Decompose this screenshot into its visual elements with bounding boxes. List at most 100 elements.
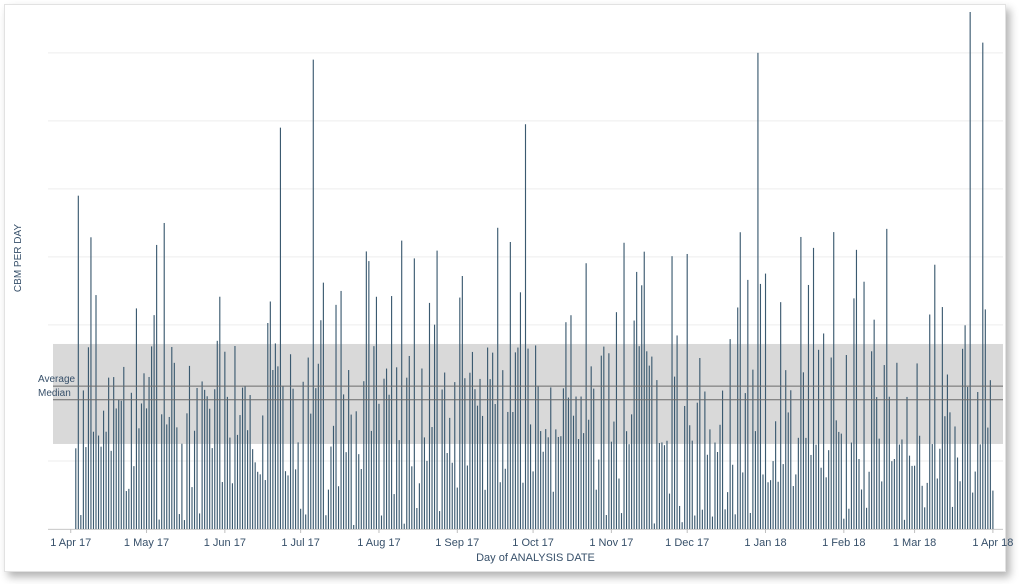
bar [398, 440, 400, 529]
x-tick-label: 1 Apr 17 [50, 537, 91, 549]
bar [82, 390, 84, 529]
bar [461, 276, 463, 529]
bar [580, 396, 582, 529]
bar [148, 376, 150, 529]
bar [734, 514, 736, 529]
median-label: Median [38, 388, 71, 399]
bar [835, 420, 837, 529]
bar [305, 514, 307, 529]
x-tick-label: 1 Jun 17 [204, 537, 246, 549]
bar [77, 195, 79, 529]
bar [593, 388, 595, 529]
bar [828, 450, 830, 529]
bar [565, 322, 567, 529]
bar [428, 302, 431, 529]
bar [709, 429, 711, 529]
bar [456, 487, 458, 529]
bar [416, 508, 418, 529]
bar [805, 437, 807, 529]
bar [135, 308, 137, 529]
bar [588, 419, 590, 529]
bar [802, 372, 804, 529]
bar [921, 485, 923, 529]
bar [454, 382, 456, 529]
bar [423, 437, 426, 529]
bar [421, 368, 423, 529]
bar [307, 357, 309, 529]
bar [901, 439, 903, 529]
bar [80, 515, 82, 529]
bar [646, 351, 648, 529]
bar [348, 370, 350, 529]
bar [974, 471, 976, 529]
bar [939, 448, 941, 529]
bar [343, 394, 345, 529]
bar [292, 388, 294, 529]
bar [517, 347, 519, 529]
bar [103, 410, 105, 529]
bar [418, 483, 420, 529]
bar [570, 315, 572, 529]
bar [277, 366, 279, 529]
bar [289, 354, 292, 529]
bar [876, 397, 878, 529]
bar [555, 429, 557, 529]
bar [312, 59, 314, 530]
bar [772, 461, 774, 529]
bar [744, 393, 746, 529]
bar [297, 442, 299, 529]
bar [620, 513, 623, 529]
bar [777, 481, 779, 529]
bar [378, 403, 380, 529]
bar [388, 394, 390, 529]
bar [567, 397, 570, 529]
bar [979, 444, 981, 529]
bar [881, 481, 883, 529]
bar [668, 493, 671, 529]
bar [868, 471, 870, 529]
bar [360, 469, 362, 529]
bar [201, 381, 203, 529]
bar [502, 370, 504, 529]
bar [951, 506, 954, 529]
bar [484, 489, 486, 529]
bar [439, 511, 441, 529]
bar [807, 284, 810, 529]
bar [145, 408, 148, 529]
bar [696, 402, 698, 529]
bar [193, 430, 196, 529]
bar [494, 404, 496, 529]
bar [471, 351, 474, 529]
bar [896, 362, 898, 529]
bar [954, 426, 956, 529]
bar [95, 295, 97, 529]
bar [173, 362, 175, 529]
bar [340, 290, 342, 529]
bar [188, 365, 191, 529]
bar [759, 283, 762, 529]
bar [403, 523, 405, 529]
bar [375, 296, 378, 529]
bar [934, 264, 936, 529]
bar [446, 453, 448, 529]
bar [353, 524, 355, 529]
bar [843, 518, 845, 529]
bar [684, 405, 686, 529]
bar [810, 454, 812, 529]
bar [118, 399, 120, 529]
bar [92, 431, 95, 529]
bar [542, 451, 544, 529]
bar [681, 522, 683, 529]
bar [332, 425, 335, 529]
bar [769, 480, 772, 529]
bar [820, 467, 822, 529]
bar [221, 482, 223, 529]
bar [603, 346, 605, 529]
bar [330, 446, 332, 529]
bar [651, 356, 653, 529]
x-tick-label: 1 Aug 17 [357, 537, 400, 549]
bar [944, 416, 946, 529]
bar [540, 431, 542, 529]
bar [373, 346, 375, 529]
